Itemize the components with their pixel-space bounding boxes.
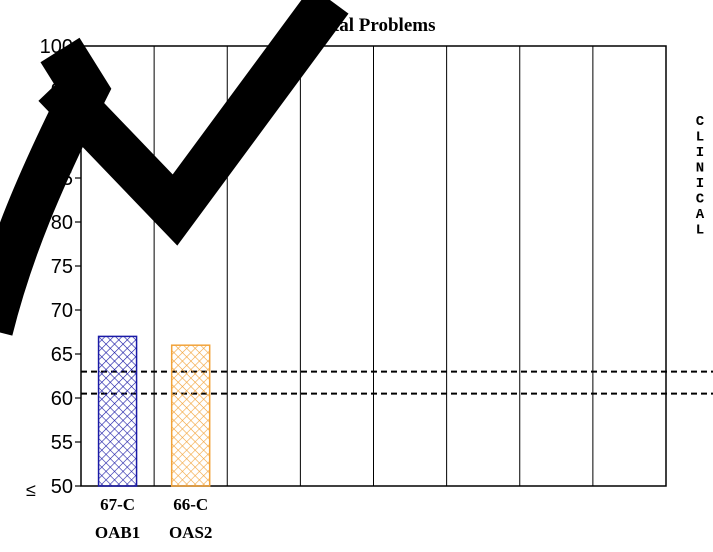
bars (97, 335, 211, 487)
x-label-bottom: OAS2 (169, 523, 212, 542)
y-tick-label: 80 (51, 212, 73, 234)
side-label-letter: N (696, 161, 704, 177)
side-label-letter: C (696, 114, 705, 130)
y-tick-label: 100 (40, 36, 73, 58)
y-tick-label: 90 (51, 124, 73, 146)
y-axis: 100 95 90 85 80 75 70 65 60 55 50 (40, 36, 81, 498)
side-label-letter: I (696, 145, 704, 161)
y-tick-label: 70 (51, 300, 73, 322)
column-gridlines (153, 46, 594, 486)
side-label-letter: A (696, 207, 705, 223)
y-tick-label: 75 (51, 256, 73, 278)
x-axis-labels: 67-C OAB1 66-C OAS2 (95, 495, 213, 542)
y-tick-label: 95 (51, 80, 73, 102)
side-label-letter: I (696, 176, 704, 192)
x-label-bottom: OAB1 (95, 523, 140, 542)
y-tick-label: 50 (51, 476, 73, 498)
x-label-top: 67-C (100, 495, 135, 514)
y-tick-label: 65 (51, 344, 73, 366)
side-label-letter: C (696, 192, 705, 208)
watermark-stroke (0, 0, 349, 336)
x-label-top: 66-C (173, 495, 208, 514)
bottom-marker: ≤ (26, 480, 36, 500)
y-tick-label: 60 (51, 388, 73, 410)
bar (97, 335, 138, 487)
bar (170, 344, 211, 487)
y-tick-label: 55 (51, 432, 73, 454)
side-label-letter: L (696, 130, 704, 146)
y-tick-label: 85 (51, 168, 73, 190)
side-label-letter: L (696, 223, 704, 239)
